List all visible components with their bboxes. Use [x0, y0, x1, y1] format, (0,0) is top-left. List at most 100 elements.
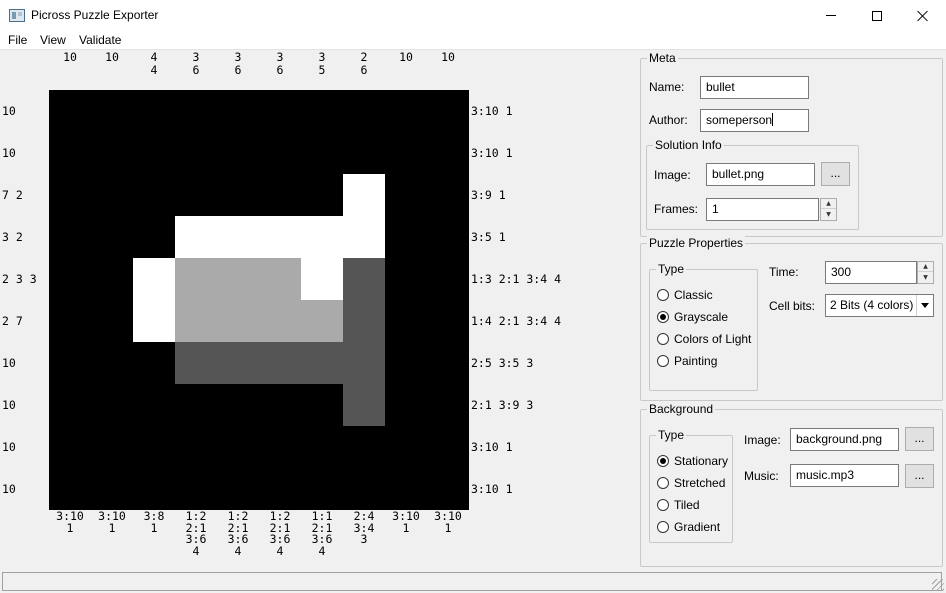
radio-label: Stretched — [674, 476, 726, 490]
time-label: Time: — [769, 265, 799, 279]
row-clue-left: 3 2 — [2, 230, 23, 244]
menu-file[interactable]: File — [8, 33, 28, 47]
author-input[interactable]: someperson — [700, 109, 809, 132]
meta-group-title: Meta — [647, 51, 678, 65]
row-clue-left: 2 3 3 — [2, 272, 37, 286]
row-clue-right: 3:10 1 — [471, 104, 513, 118]
close-button[interactable] — [900, 0, 946, 31]
time-spinner[interactable]: ▲ ▼ — [917, 261, 934, 284]
column-clue-bottom: 1:1 2:1 3:6 4 — [311, 509, 333, 558]
column-clue: 10 — [105, 50, 119, 64]
puzzle-cell[interactable] — [301, 300, 343, 342]
puzzle-properties-title: Puzzle Properties — [647, 236, 746, 250]
puzzle-cell[interactable] — [343, 258, 385, 300]
puzzle-cell[interactable] — [217, 258, 259, 300]
solution-info-title: Solution Info — [653, 138, 724, 152]
row-clue-left: 10 — [2, 356, 16, 370]
menu-view[interactable]: View — [40, 33, 66, 47]
radio-icon — [657, 477, 669, 489]
resize-grip-icon[interactable] — [932, 579, 944, 591]
frames-input[interactable]: 1 — [706, 198, 819, 221]
maximize-icon — [872, 10, 882, 21]
frames-spinner[interactable]: ▲ ▼ — [820, 198, 837, 221]
puzzle-cell[interactable] — [133, 258, 175, 300]
title-bar: Picross Puzzle Exporter — [0, 0, 946, 31]
column-clue-bottom: 3:10 1 — [392, 509, 420, 535]
puzzle-cell[interactable] — [343, 174, 385, 216]
puzzle-cell[interactable] — [259, 258, 301, 300]
background-title: Background — [647, 402, 716, 416]
spin-up-icon[interactable]: ▲ — [918, 262, 933, 272]
background-group: Background Type Stationary Stretched Til… — [640, 402, 943, 567]
puzzle-cell[interactable] — [217, 300, 259, 342]
background-type-group: Type Stationary Stretched Tiled Gradient — [649, 428, 733, 543]
solution-image-label: Image: — [654, 168, 691, 182]
text-caret — [772, 113, 774, 126]
radio-selected-icon — [657, 455, 669, 467]
time-input[interactable]: 300 — [825, 261, 917, 284]
row-clue-right: 3:10 1 — [471, 440, 513, 454]
close-icon — [917, 10, 929, 22]
column-clue-bottom: 1:2 2:1 3:6 4 — [269, 509, 291, 558]
column-clue-bottom: 3:10 1 — [434, 509, 462, 535]
row-clue-left: 7 2 — [2, 188, 23, 202]
puzzle-cell[interactable] — [343, 384, 385, 426]
row-clue-right: 1:4 2:1 3:4 4 — [471, 314, 562, 328]
spin-up-icon[interactable]: ▲ — [821, 199, 836, 209]
row-clue-right: 3:5 1 — [471, 230, 506, 244]
puzzle-cell[interactable] — [343, 300, 385, 342]
spin-down-icon[interactable]: ▼ — [826, 211, 831, 218]
solution-image-browse-button[interactable]: ... — [821, 162, 850, 186]
puzzle-cell[interactable] — [259, 342, 301, 384]
background-image-input[interactable]: background.png — [790, 428, 899, 451]
frames-label: Frames: — [654, 202, 699, 216]
puzzle-cell[interactable] — [343, 342, 385, 384]
cell-bits-select[interactable]: 2 Bits (4 colors) — [825, 294, 934, 317]
column-clue: 4 4 — [150, 50, 158, 77]
puzzle-cell[interactable] — [133, 300, 175, 342]
puzzle-cell[interactable] — [259, 216, 301, 258]
row-clue-right: 1:3 2:1 3:4 4 — [471, 272, 562, 286]
cell-bits-label: Cell bits: — [769, 299, 816, 313]
column-clue-bottom: 2:4 3:4 3 — [353, 509, 375, 546]
puzzle-type-group: Type Classic Grayscale Colors of Light P… — [649, 262, 758, 391]
puzzle-cell[interactable] — [301, 216, 343, 258]
column-clue: 2 6 — [360, 50, 368, 77]
maximize-button[interactable] — [854, 0, 900, 31]
puzzle-cell[interactable] — [175, 258, 217, 300]
minimize-button[interactable] — [808, 0, 854, 31]
column-clue-bottom: 1:2 2:1 3:6 4 — [227, 509, 249, 558]
author-label: Author: — [649, 113, 688, 127]
column-clue-bottom: 3:10 1 — [98, 509, 126, 535]
puzzle-cell[interactable] — [175, 216, 217, 258]
author-value: someperson — [706, 113, 773, 127]
radio-label: Gradient — [674, 520, 721, 534]
radio-icon — [657, 499, 669, 511]
music-input[interactable]: music.mp3 — [790, 464, 899, 487]
radio-icon — [657, 355, 669, 367]
radio-label: Classic — [674, 288, 713, 302]
column-clue: 10 — [63, 50, 77, 64]
puzzle-cell[interactable] — [175, 300, 217, 342]
menu-validate[interactable]: Validate — [79, 33, 122, 47]
name-input[interactable]: bullet — [700, 76, 809, 99]
puzzle-cell[interactable] — [301, 258, 343, 300]
solution-image-input[interactable]: bullet.png — [706, 163, 815, 186]
puzzle-cell[interactable] — [175, 342, 217, 384]
puzzle-cell[interactable] — [343, 216, 385, 258]
puzzle-cell[interactable] — [217, 216, 259, 258]
puzzle-cell[interactable] — [301, 342, 343, 384]
puzzle-cell[interactable] — [217, 342, 259, 384]
column-clue: 3 6 — [234, 50, 242, 77]
radio-label: Colors of Light — [674, 332, 752, 346]
row-clue-right: 2:1 3:9 3 — [471, 398, 534, 412]
background-image-browse-button[interactable]: ... — [905, 427, 934, 451]
puzzle-cell[interactable] — [259, 300, 301, 342]
menu-bar: File View Validate — [0, 31, 946, 50]
puzzle-grid[interactable] — [49, 90, 469, 510]
spin-down-icon[interactable]: ▼ — [923, 274, 928, 281]
window-title: Picross Puzzle Exporter — [31, 8, 159, 22]
chevron-down-icon[interactable] — [916, 295, 933, 316]
music-browse-button[interactable]: ... — [905, 464, 934, 488]
column-clue-bottom: 1:2 2:1 3:6 4 — [185, 509, 207, 558]
